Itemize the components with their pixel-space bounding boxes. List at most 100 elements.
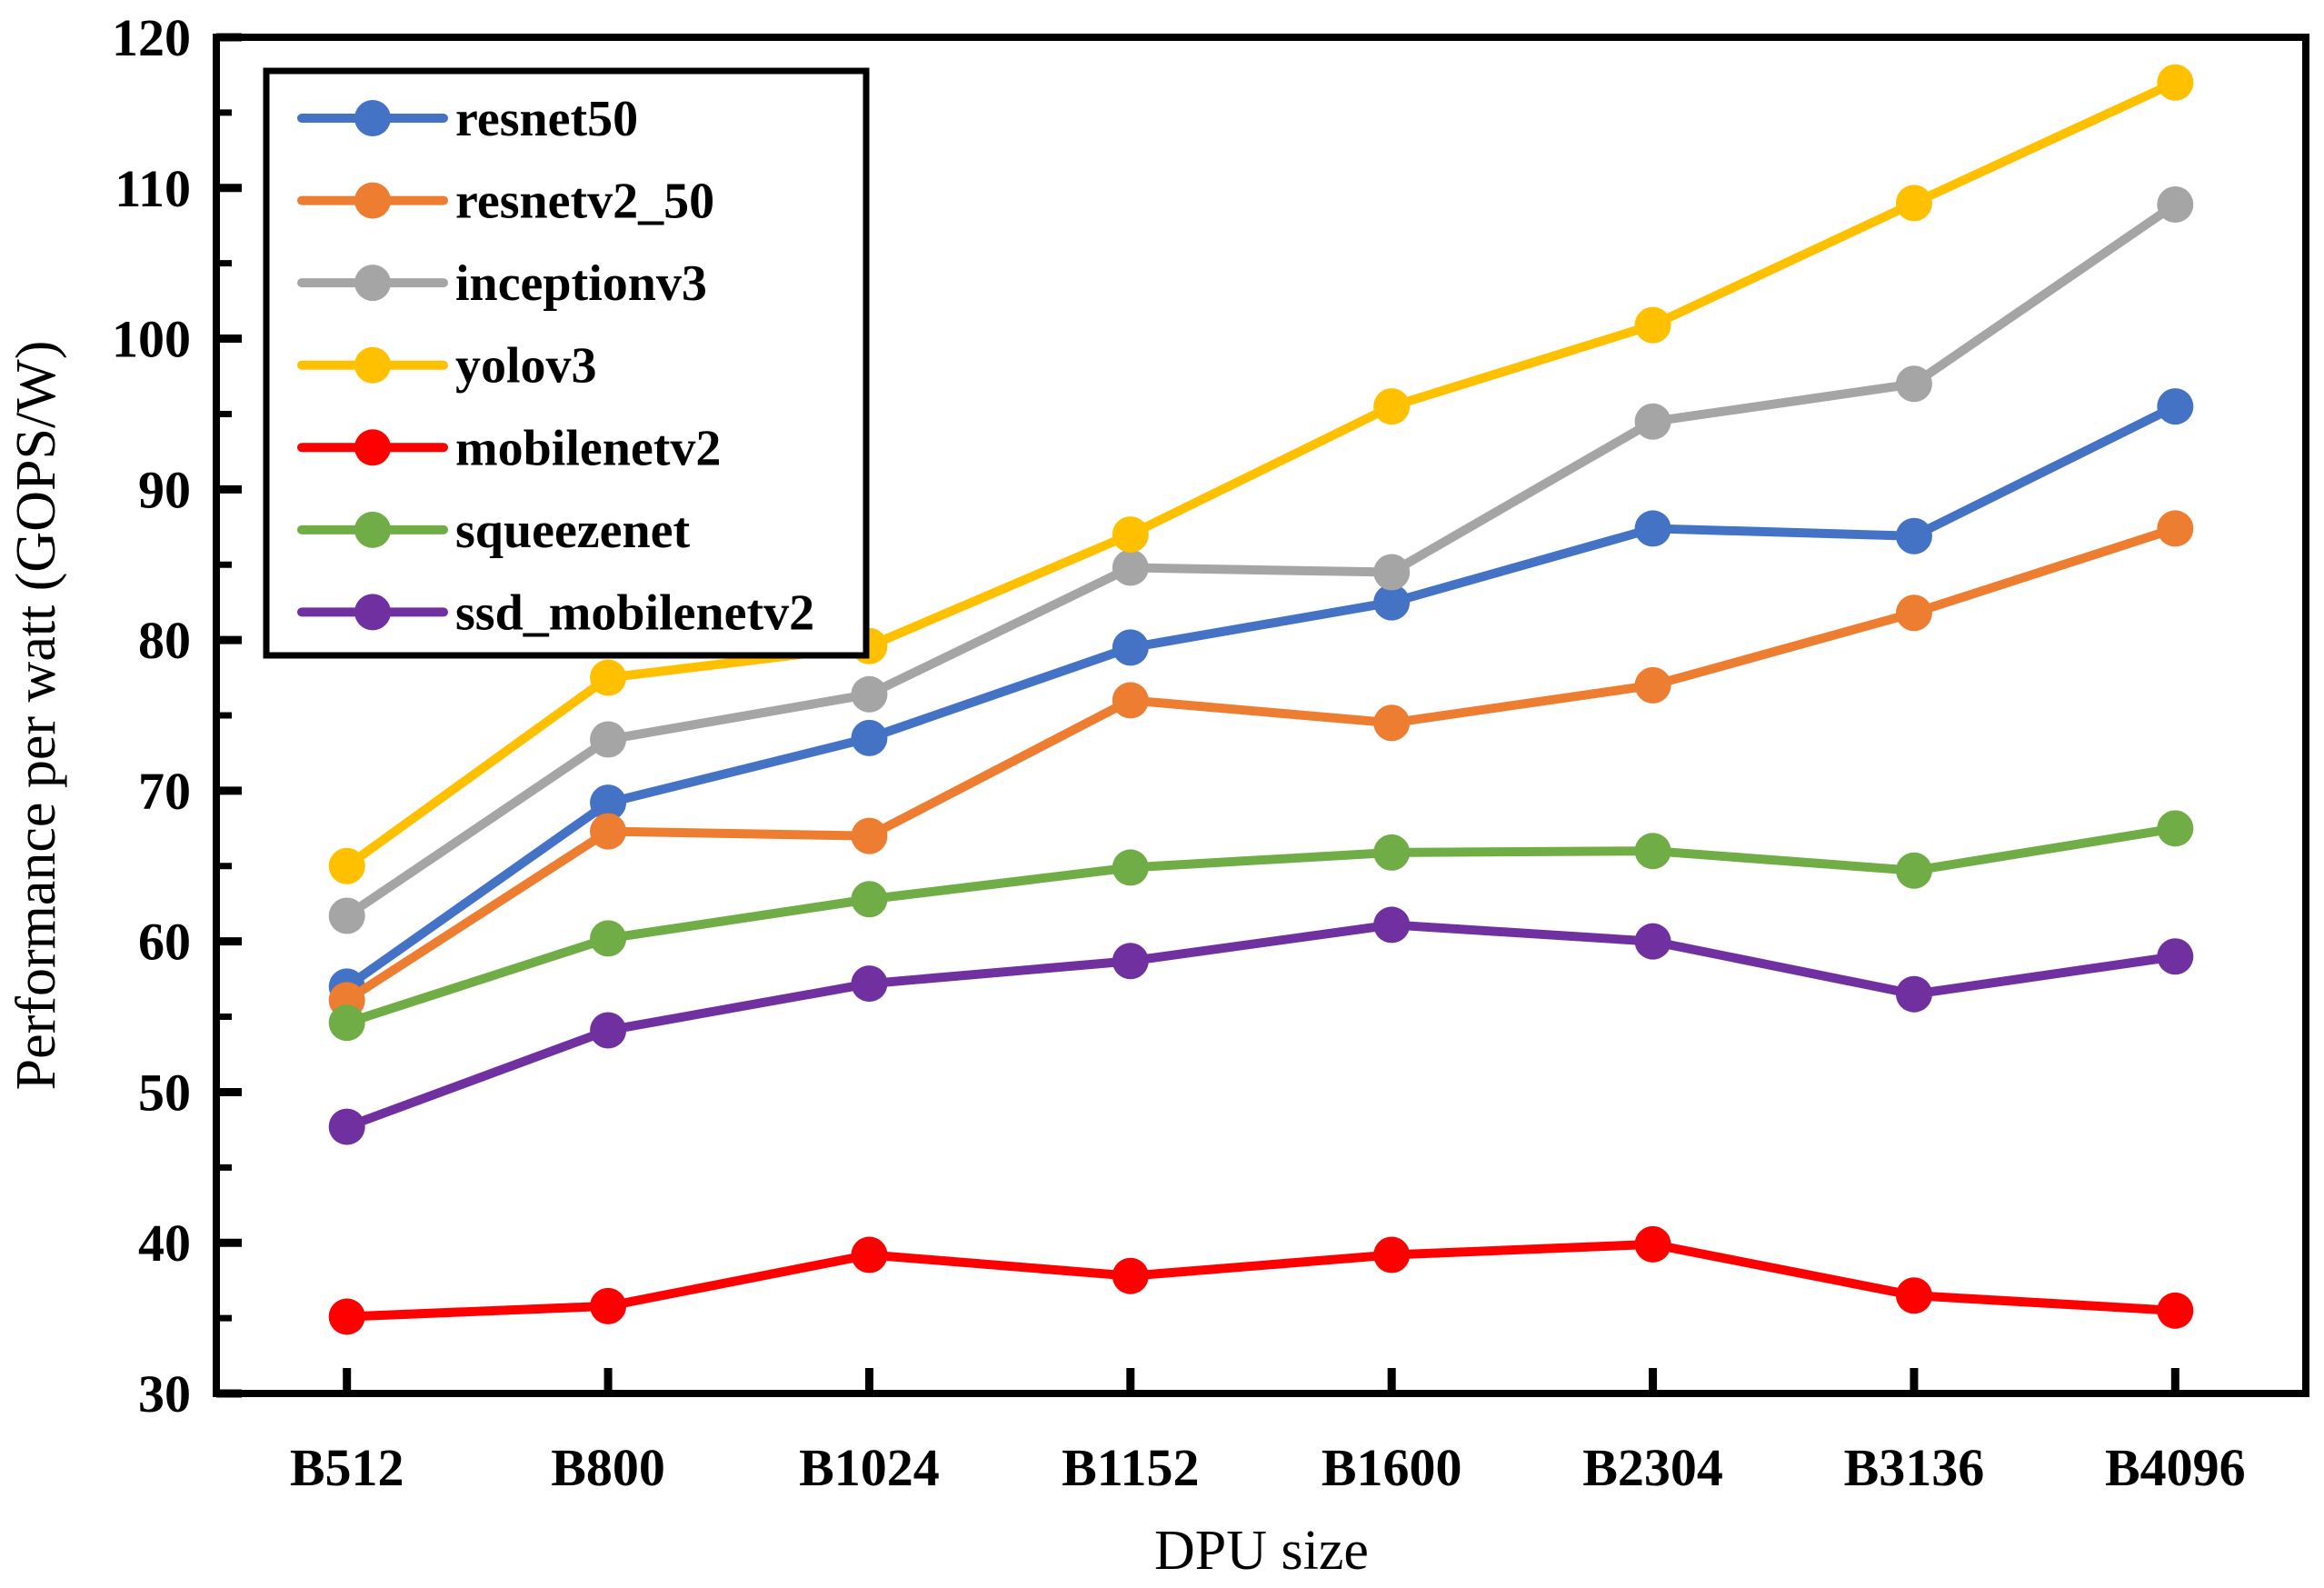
data-point-resnet50 (2157, 388, 2194, 425)
data-point-squeezenet (2157, 810, 2194, 847)
data-point-yolov3 (590, 659, 627, 696)
legend-label-resnet50: resnet50 (455, 91, 638, 147)
data-point-mobilenetv2 (2157, 1292, 2194, 1329)
legend-label-resnetv2_50: resnetv2_50 (455, 174, 714, 230)
data-point-squeezenet (1634, 833, 1671, 870)
y-tick-label: 80 (138, 611, 191, 670)
data-point-ssd_mobilenetv2 (851, 965, 888, 1003)
y-tick-label: 100 (112, 310, 191, 369)
data-point-yolov3 (1634, 306, 1671, 344)
data-point-resnetv2_50 (1634, 666, 1671, 704)
data-point-squeezenet (851, 881, 888, 918)
data-point-mobilenetv2 (1373, 1236, 1411, 1273)
data-point-ssd_mobilenetv2 (1634, 923, 1671, 960)
data-point-mobilenetv2 (851, 1236, 888, 1273)
data-point-squeezenet (1373, 834, 1411, 871)
legend-item-inceptionv3: inceptionv3 (297, 255, 707, 312)
x-tick-label: B1024 (799, 1438, 940, 1497)
data-point-mobilenetv2 (328, 1298, 365, 1335)
data-point-resnet50 (1112, 629, 1149, 666)
data-point-resnet50 (851, 719, 888, 756)
data-point-inceptionv3 (590, 721, 627, 758)
data-point-resnetv2_50 (851, 817, 888, 854)
series-mobilenetv2 (328, 1225, 2194, 1335)
legend-label-ssd_mobilenetv2: ssd_mobilenetv2 (455, 584, 814, 641)
series-ssd_mobilenetv2 (328, 906, 2194, 1145)
series-resnetv2_50 (328, 510, 2194, 1019)
legend-marker-resnet50 (354, 100, 391, 136)
legend-marker-inceptionv3 (354, 265, 391, 302)
x-axis-title: DPU size (1154, 1520, 1369, 1582)
data-point-mobilenetv2 (1634, 1225, 1671, 1263)
data-point-ssd_mobilenetv2 (1895, 975, 1932, 1013)
x-tick-label: B1600 (1322, 1438, 1462, 1497)
data-point-ssd_mobilenetv2 (590, 1012, 627, 1049)
legend-marker-squeezenet (354, 511, 391, 548)
legend-marker-resnetv2_50 (354, 182, 391, 219)
data-point-yolov3 (1373, 388, 1411, 425)
legend-item-resnetv2_50: resnetv2_50 (297, 174, 714, 230)
series-yolov3 (328, 64, 2194, 884)
legend-marker-mobilenetv2 (354, 429, 391, 466)
legend-item-ssd_mobilenetv2: ssd_mobilenetv2 (297, 584, 814, 641)
data-point-inceptionv3 (1373, 554, 1411, 591)
x-tick-label: B2304 (1582, 1438, 1723, 1497)
legend-item-mobilenetv2: mobilenetv2 (297, 420, 721, 476)
x-tick-label: B800 (551, 1438, 665, 1497)
series-line-squeezenet (342, 824, 2180, 1028)
data-point-mobilenetv2 (1895, 1277, 1932, 1314)
series-line-yolov3 (342, 77, 2180, 871)
legend-label-yolov3: yolov3 (455, 338, 597, 395)
y-tick-label: 90 (138, 460, 191, 519)
data-point-ssd_mobilenetv2 (1373, 906, 1411, 944)
y-tick-label: 30 (138, 1364, 191, 1423)
x-tick-label: B1152 (1062, 1438, 1200, 1497)
y-tick-label: 120 (112, 8, 191, 67)
legend-item-resnet50: resnet50 (297, 91, 638, 147)
legend-marker-ssd_mobilenetv2 (354, 594, 391, 631)
series-line-ssd_mobilenetv2 (342, 920, 2180, 1132)
data-point-resnetv2_50 (2157, 510, 2194, 547)
data-point-inceptionv3 (1112, 549, 1149, 586)
y-tick-label: 60 (138, 913, 191, 972)
axis-ticks (216, 33, 2179, 1398)
data-point-resnet50 (1895, 517, 1932, 554)
data-point-inceptionv3 (851, 675, 888, 713)
legend-label-squeezenet: squeezenet (455, 503, 691, 559)
data-point-ssd_mobilenetv2 (1112, 943, 1149, 980)
data-series-group (328, 64, 2194, 1335)
data-point-inceptionv3 (2157, 186, 2194, 224)
data-point-inceptionv3 (1634, 403, 1671, 440)
data-point-resnetv2_50 (1895, 594, 1932, 632)
series-line-resnetv2_50 (342, 524, 2180, 1005)
y-tick-label: 50 (138, 1063, 191, 1122)
data-point-resnetv2_50 (590, 813, 627, 850)
data-point-squeezenet (590, 920, 627, 957)
series-line-mobilenetv2 (342, 1239, 2180, 1322)
axis-tick-labels: 30 40 50 60 70 80 90 100 110 120 B512 B800 B1024 B115… (112, 8, 2246, 1497)
data-point-yolov3 (328, 847, 365, 884)
x-tick-label: B3136 (1844, 1438, 1985, 1497)
data-point-inceptionv3 (328, 897, 365, 934)
data-point-resnet50 (1373, 584, 1411, 621)
x-tick-label: B512 (290, 1438, 404, 1497)
y-axis-title: Performance per watt (GOPS/W) (5, 341, 67, 1091)
legend-item-yolov3: yolov3 (297, 338, 597, 395)
data-point-ssd_mobilenetv2 (328, 1108, 365, 1145)
y-tick-label: 110 (115, 159, 191, 218)
data-point-mobilenetv2 (590, 1287, 627, 1324)
y-tick-label: 40 (138, 1213, 191, 1273)
data-point-inceptionv3 (1895, 365, 1932, 403)
data-point-squeezenet (1112, 849, 1149, 886)
data-point-mobilenetv2 (1112, 1257, 1149, 1294)
series-line-inceptionv3 (342, 200, 2180, 921)
data-point-resnetv2_50 (1112, 682, 1149, 719)
data-point-resnet50 (1634, 510, 1671, 547)
series-squeezenet (328, 810, 2194, 1042)
x-tick-label: B4096 (2105, 1438, 2246, 1497)
data-point-ssd_mobilenetv2 (2157, 938, 2194, 975)
data-point-yolov3 (1895, 185, 1932, 222)
legend: resnet50 resnetv2_50 inceptionv3 yolov3 mobi… (263, 67, 870, 659)
